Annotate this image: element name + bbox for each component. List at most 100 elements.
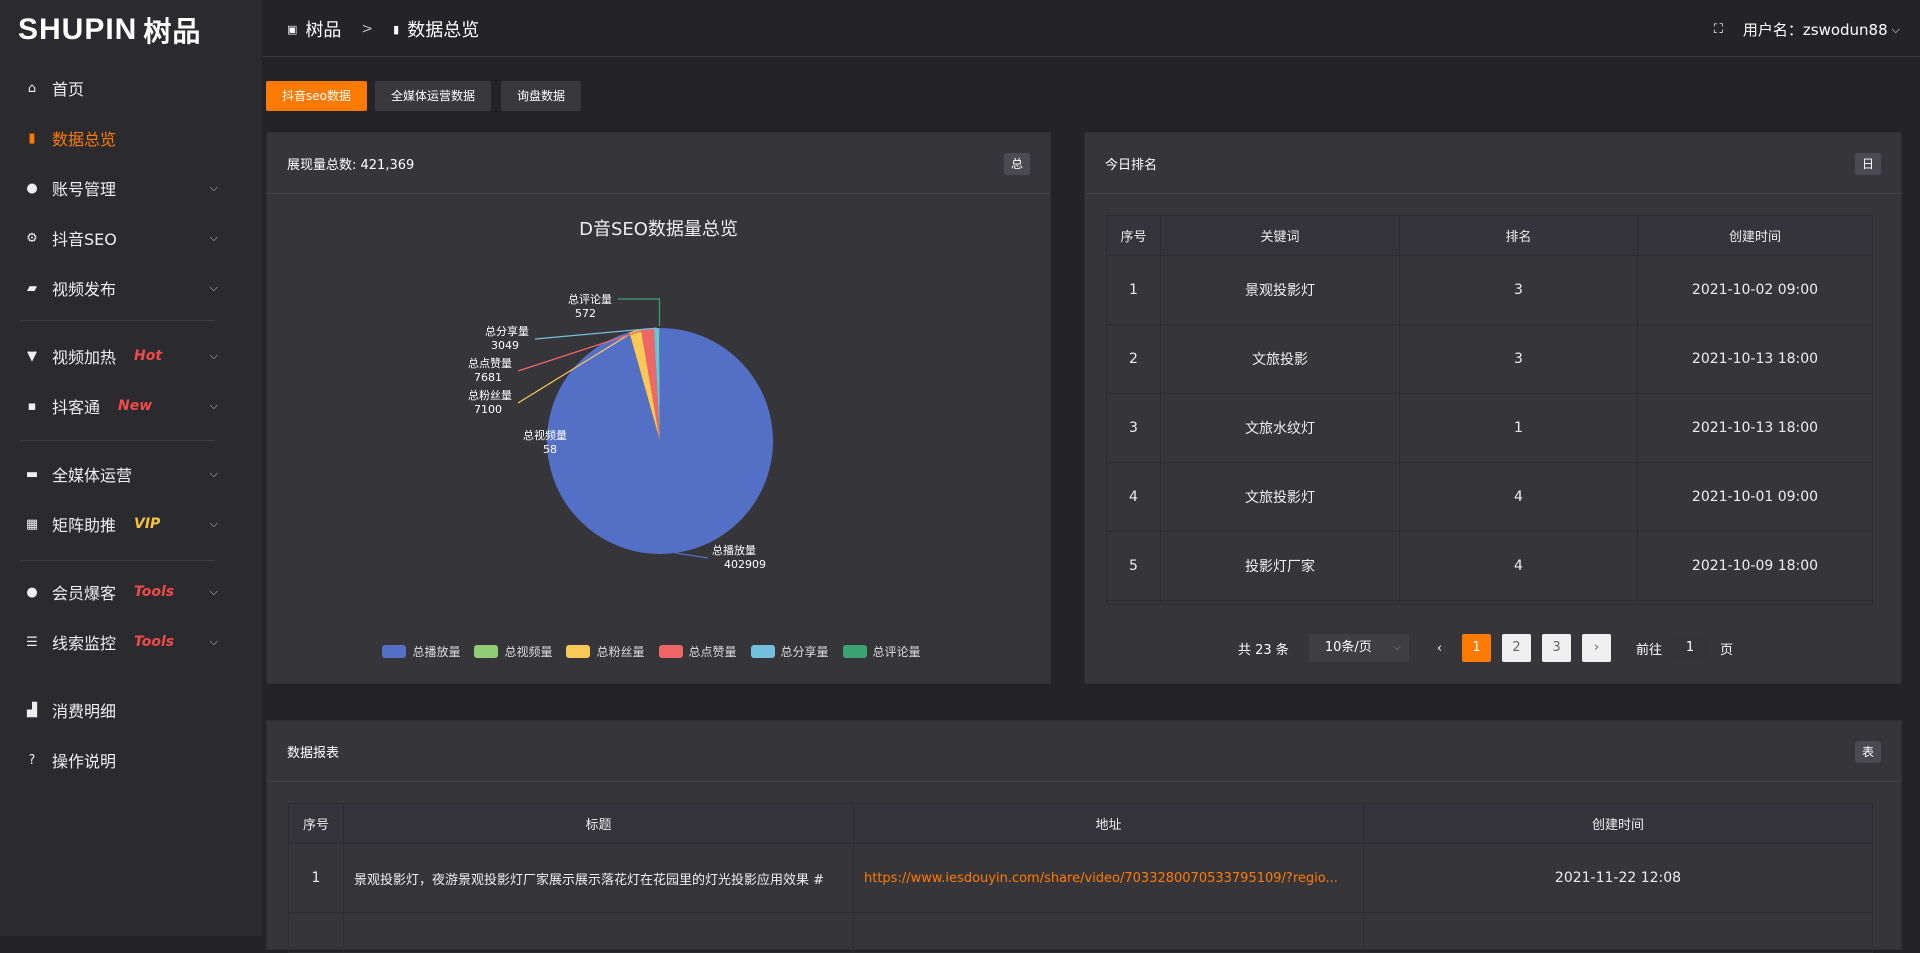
table-row[interactable]: 4 文旅投影灯 4 2021-10-01 09:00: [1106, 462, 1873, 532]
column-header[interactable]: 地址: [853, 803, 1364, 844]
sidebar-item-label: 抖客通: [52, 398, 101, 417]
day-badge[interactable]: 日: [1855, 153, 1881, 175]
table-cell: 4: [1106, 462, 1161, 532]
page-1[interactable]: 1: [1462, 634, 1492, 662]
flag-icon: ▼: [27, 348, 37, 364]
column-header[interactable]: 排名: [1399, 215, 1638, 256]
page-2[interactable]: 2: [1502, 634, 1532, 662]
goto-page-input[interactable]: 1: [1670, 634, 1711, 662]
logo-text: SHUPIN: [18, 13, 138, 46]
table-row[interactable]: 5 投影灯厂家 4 2021-10-09 18:00: [1106, 531, 1873, 601]
sidebar-item-5[interactable]: ▼ 视频加热 Hot ⌵: [0, 336, 240, 376]
table-cell: 1: [288, 843, 344, 913]
chart-icon: ▣: [287, 22, 298, 36]
sidebar-item-label: 操作说明: [52, 752, 117, 771]
total-badge[interactable]: 总: [1004, 153, 1030, 175]
pie-label-name: 总播放量: [712, 543, 756, 557]
chevron-down-icon: ⌵: [209, 635, 218, 648]
bar-chart-icon: ▮: [28, 130, 36, 146]
sidebar-item-8[interactable]: ▦ 矩阵助推 VIP ⌵: [0, 504, 240, 544]
table-row[interactable]: 3 文旅水纹灯 1 2021-10-13 18:00: [1106, 393, 1873, 463]
sidebar-item-6[interactable]: ▪ 抖客通 New ⌵: [0, 386, 240, 426]
sidebar-item-9[interactable]: ● 会员爆客 Tools ⌵: [0, 572, 240, 612]
tab-all-media[interactable]: 全媒体运营数据: [375, 81, 492, 111]
user-menu[interactable]: 用户名：zswodun88 ⌵: [1743, 19, 1900, 40]
sidebar-item-7[interactable]: ▬ 全媒体运营 ⌵: [0, 454, 240, 494]
legend-item[interactable]: 总分享量: [750, 643, 829, 660]
page-unit: 页: [1720, 642, 1734, 658]
pie-leader-line: [675, 552, 709, 559]
sidebar-item-3[interactable]: ⚙ 抖音SEO ⌵: [0, 218, 240, 258]
sidebar-divider: [20, 320, 215, 321]
sidebar-item-10[interactable]: ☰ 线索监控 Tools ⌵: [0, 622, 240, 662]
tab-douyin-seo[interactable]: 抖音seo数据: [266, 81, 367, 111]
prev-page-button[interactable]: ‹: [1436, 640, 1443, 656]
legend-swatch: [382, 645, 407, 658]
column-header[interactable]: 关键词: [1160, 215, 1400, 256]
next-page-button[interactable]: ›: [1582, 634, 1612, 662]
sidebar-item-4[interactable]: ▰ 视频发布 ⌵: [0, 268, 240, 308]
logo-cn: 树品: [143, 16, 202, 47]
tab-inquiry[interactable]: 询盘数据: [501, 81, 582, 111]
sidebar-item-11[interactable]: ▟ 消费明细: [0, 690, 240, 730]
user-label: 用户名：zswodun88: [1742, 21, 1888, 39]
gear-icon: ⚙: [26, 230, 38, 246]
table-cell: 文旅投影灯: [1160, 462, 1400, 532]
pie-slice[interactable]: [641, 328, 660, 441]
table-row[interactable]: 1 景观投影灯 3 2021-10-02 09:00: [1106, 255, 1873, 325]
pie-slice[interactable]: [653, 328, 660, 441]
table-cell: 文旅水纹灯: [1160, 393, 1400, 463]
table-header-row: 序号 标题 地址 创建时间: [288, 803, 1873, 844]
table-cell: 2021-10-02 09:00: [1637, 255, 1873, 325]
pie-slice[interactable]: [629, 329, 660, 441]
table-header-row: 序号 关键词 排名 创建时间: [1106, 215, 1873, 256]
legend-item[interactable]: 总点赞量: [658, 643, 737, 660]
table-cell: 2021-11-22 12:08: [1363, 843, 1873, 913]
pie-slice[interactable]: [629, 332, 660, 441]
legend-label: 总点赞量: [688, 645, 737, 659]
legend-label: 总视频量: [504, 645, 553, 659]
breadcrumb-separator: >: [361, 21, 374, 37]
column-header[interactable]: 序号: [288, 803, 344, 844]
logo[interactable]: SHUPIN 树品: [18, 8, 201, 52]
table-cell[interactable]: https://www.iesdouyin.com/share/video/70…: [853, 843, 1364, 913]
sidebar-item-label: 视频发布: [52, 280, 117, 299]
sidebar-item-tag: VIP: [134, 516, 161, 532]
table-cell: 景观投影灯: [1160, 255, 1400, 325]
legend-item[interactable]: 总播放量: [382, 643, 460, 660]
column-header[interactable]: 标题: [343, 803, 854, 844]
ranking-table-wrap[interactable]: 序号 关键词 排名 创建时间 1 景观投影灯 3 2021-10-02 09:00 2 文旅投影 3…: [1106, 215, 1873, 605]
table-cell: 景观投影灯，夜游景观投影灯厂家展示展示落花灯在花园里的灯光投影应用效果 #: [343, 843, 854, 913]
page-3[interactable]: 3: [1542, 634, 1572, 662]
sidebar: SHUPIN 树品 ⌂ 首页 ▮ 数据总览 ● 账号管理 ⌵ ⚙ 抖音SEO ⌵ ▰ 视频发布 ⌵ ▼ 视频加…: [0, 0, 263, 936]
sidebar-item-2[interactable]: ● 账号管理 ⌵: [0, 168, 240, 208]
table-cell: 4: [1399, 462, 1638, 532]
table-row[interactable]: 2 文旅投影 3 2021-10-13 18:00: [1106, 324, 1873, 394]
breadcrumb-home[interactable]: 树品: [305, 20, 342, 41]
legend-swatch: [842, 645, 867, 658]
table-row[interactable]: 1 景观投影灯，夜游景观投影灯厂家展示展示落花灯在花园里的灯光投影应用效果 # ht…: [288, 843, 1873, 913]
legend-swatch: [566, 645, 591, 658]
legend-item[interactable]: 总视频量: [474, 643, 552, 660]
legend-swatch: [474, 645, 499, 658]
fullscreen-icon[interactable]: ⛶: [1713, 22, 1723, 37]
pie-label-name: 总视频量: [523, 428, 567, 442]
sidebar-item-0[interactable]: ⌂ 首页: [0, 68, 240, 108]
page-size-select[interactable]: 10条/页 ⌵: [1308, 634, 1409, 662]
table-badge[interactable]: 表: [1855, 741, 1881, 763]
table-cell: 3: [1399, 324, 1638, 394]
pie-label-name: 总点赞量: [468, 356, 512, 370]
sidebar-item-12[interactable]: ? 操作说明: [0, 740, 240, 780]
column-header[interactable]: 创建时间: [1637, 215, 1873, 256]
column-header[interactable]: 序号: [1106, 215, 1161, 256]
legend-item[interactable]: 总评论量: [842, 643, 921, 660]
legend-item[interactable]: 总粉丝量: [566, 643, 645, 660]
breadcrumb-current: 数据总览: [407, 20, 480, 41]
sliders-icon: ☰: [26, 634, 38, 650]
home-icon: ⌂: [27, 80, 37, 96]
sidebar-divider: [20, 560, 215, 561]
report-card: 数据报表表 序号 标题 地址 创建时间 1 景观投影灯，夜游景观投影灯厂家展示展示落花灯在…: [266, 720, 1902, 953]
pie-leader-line: [534, 327, 657, 340]
sidebar-item-1[interactable]: ▮ 数据总览: [0, 118, 240, 158]
column-header[interactable]: 创建时间: [1363, 803, 1873, 844]
